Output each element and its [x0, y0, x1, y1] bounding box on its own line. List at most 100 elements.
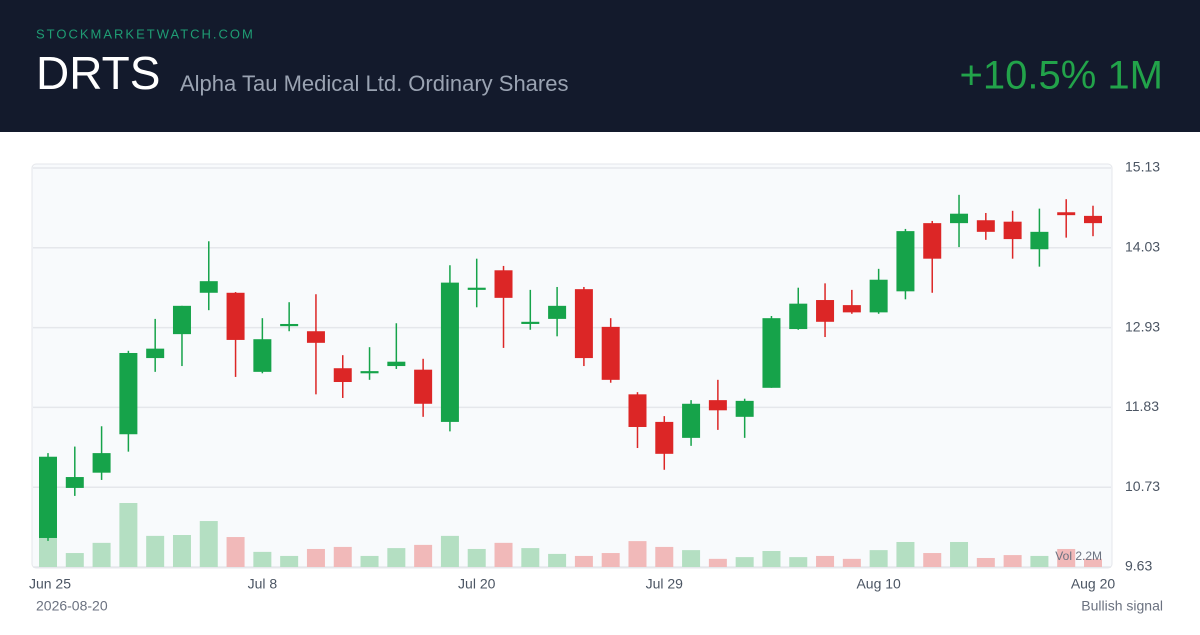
volume-bar	[950, 541, 969, 567]
candle-body	[1003, 221, 1022, 240]
volume-bar	[1030, 555, 1049, 567]
volume-bar	[842, 558, 861, 567]
x-tick-label: Jul 29	[646, 576, 684, 592]
candle-body	[548, 305, 567, 319]
volume-bar	[387, 548, 406, 567]
volume-bar	[226, 537, 245, 567]
volume-bar	[360, 555, 379, 567]
candle-body	[1057, 212, 1076, 216]
candle-body	[869, 279, 888, 313]
candle-body	[1030, 231, 1049, 250]
candle-body	[762, 318, 781, 388]
volume-bar	[574, 555, 593, 567]
volume-bar	[494, 542, 513, 567]
candle-body	[494, 270, 513, 298]
ticker: DRTS	[36, 47, 160, 99]
volume-bar	[708, 558, 727, 567]
candle-body	[708, 400, 727, 411]
volume-bar	[65, 553, 84, 567]
candle-body	[816, 300, 835, 322]
candle-body	[387, 361, 406, 367]
x-tick-label: Jun 25	[29, 576, 71, 592]
volume-bar	[869, 550, 888, 567]
volume-bar	[548, 553, 567, 567]
y-tick-label: 12.93	[1125, 318, 1160, 334]
volume-bar	[467, 548, 486, 567]
candle-body	[280, 323, 299, 327]
volume-bar	[253, 551, 272, 567]
volume-bar	[199, 521, 218, 567]
candle-body	[440, 282, 459, 422]
candle-body	[601, 326, 620, 380]
volume-bar	[39, 537, 57, 567]
volume-bar	[789, 557, 808, 567]
candle-body	[414, 369, 433, 404]
volume-bar	[1084, 558, 1102, 567]
candle-body	[789, 303, 808, 330]
candle-body	[226, 292, 245, 340]
candle-body	[1084, 215, 1102, 224]
volume-bar	[306, 548, 325, 567]
candle-body	[976, 220, 995, 232]
volume-bar	[333, 546, 352, 567]
volume-bar	[816, 555, 835, 567]
site: STOCKMARKETWATCH.COM	[36, 26, 255, 41]
volume-bar	[440, 535, 459, 567]
volume-bar	[119, 503, 138, 567]
volume-bar	[735, 557, 754, 567]
x-tick-label: Aug 20	[1071, 576, 1116, 592]
volume-bar	[146, 535, 165, 567]
candle-body	[39, 456, 57, 538]
candle-body	[119, 352, 138, 435]
candle-body	[682, 403, 701, 438]
plot-area	[31, 163, 1113, 569]
volume-bar	[655, 546, 674, 567]
volume-bar	[92, 542, 111, 567]
x-tick-label: Jul 20	[458, 576, 496, 592]
volume-bar	[1057, 548, 1076, 567]
candle-body	[628, 394, 647, 427]
candle-body	[923, 223, 942, 259]
volume-bar	[682, 550, 701, 567]
volume-bar	[172, 535, 191, 567]
candle-body	[146, 348, 165, 359]
candle-body	[199, 281, 218, 293]
volume-bar	[976, 557, 995, 567]
candle-body	[172, 305, 191, 335]
volume-bar	[521, 548, 540, 567]
volume-bar	[762, 551, 781, 567]
volume-bar	[628, 541, 647, 567]
y-tick-label: 9.63	[1125, 558, 1152, 574]
candle-body	[65, 477, 84, 488]
y-tick-label: 11.83	[1125, 398, 1159, 414]
y-tick-label: 10.73	[1125, 478, 1160, 494]
candle-body	[655, 421, 674, 454]
candle-body	[521, 321, 540, 324]
volume-label: Vol 2.2M	[1055, 549, 1102, 563]
candle-body	[253, 339, 272, 372]
candle-body	[735, 400, 754, 417]
volume-bar	[923, 553, 942, 567]
y-tick-label: 15.13	[1125, 159, 1160, 175]
change: +10.5% 1M	[960, 54, 1163, 98]
candle-body	[333, 368, 352, 383]
company-name: Alpha Tau Medical Ltd. Ordinary Shares	[180, 71, 568, 96]
candle-body	[92, 453, 111, 473]
candle-body	[360, 371, 379, 374]
x-tick-label: Aug 10	[856, 576, 901, 592]
volume-bar	[601, 553, 620, 567]
candle-body	[842, 305, 861, 313]
signal: Bullish signal	[1081, 598, 1163, 614]
candle-body	[896, 231, 915, 292]
y-tick-label: 14.03	[1125, 239, 1160, 255]
x-tick-label: Jul 8	[248, 576, 278, 592]
candle-body	[467, 287, 486, 290]
date: 2026-08-20	[36, 598, 108, 614]
candle-body	[574, 289, 593, 359]
candle-body	[306, 331, 325, 343]
header-bg	[0, 0, 1200, 132]
volume-bar	[414, 544, 433, 567]
volume-bar	[280, 555, 299, 567]
